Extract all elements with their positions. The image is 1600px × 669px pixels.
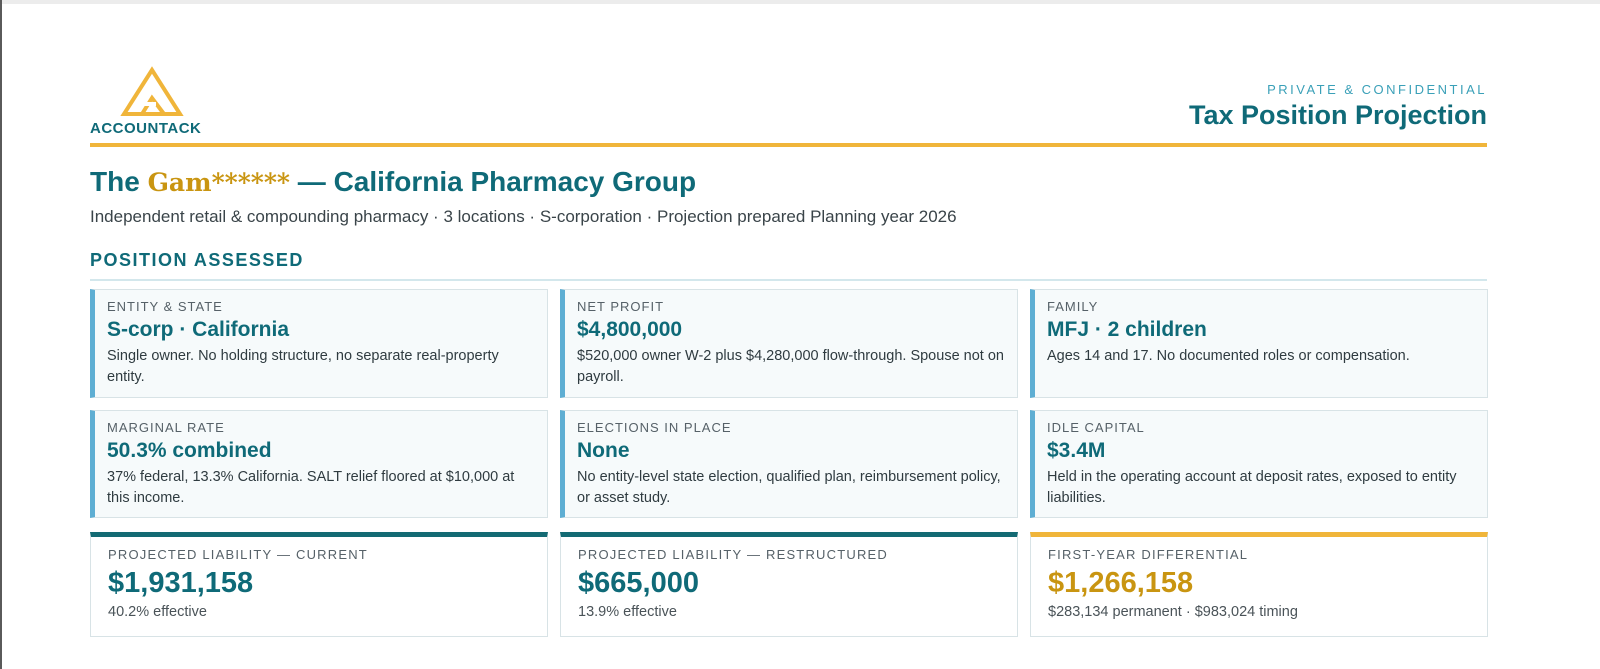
card-value: 50.3% combined (107, 439, 272, 462)
projection-value: $1,931,158 (108, 567, 254, 599)
projection-restructured: PROJECTED LIABILITY — RESTRUCTURED $665,… (560, 532, 1018, 637)
window-top-edge (0, 0, 1600, 4)
card-label: IDLE CAPITAL (1047, 420, 1145, 435)
client-name-redacted: Gam****** (147, 168, 291, 197)
projection-detail: $283,134 permanent · $983,024 timing (1048, 604, 1298, 620)
card-description: Held in the operating account at deposit… (1047, 469, 1457, 506)
card-family: FAMILY MFJ · 2 children Ages 14 and 17. … (1030, 289, 1488, 398)
projection-value: $1,266,158 (1048, 567, 1194, 599)
card-value: $4,800,000 (577, 318, 683, 341)
card-label: FAMILY (1047, 299, 1099, 314)
logo-mark-icon (120, 66, 184, 116)
window-left-edge (0, 0, 2, 669)
section-heading: POSITION ASSESSED (90, 250, 304, 270)
card-elections: ELECTIONS IN PLACE None No entity-level … (560, 410, 1018, 518)
card-net-profit: NET PROFIT $4,800,000 $520,000 owner W-2… (560, 289, 1018, 398)
card-label: ENTITY & STATE (107, 299, 223, 314)
client-subtitle: Independent retail & compounding pharmac… (90, 207, 957, 226)
card-label: MARGINAL RATE (107, 420, 225, 435)
card-value: None (577, 439, 630, 462)
projection-detail: 40.2% effective (108, 604, 207, 620)
confidential-label: PRIVATE & CONFIDENTIAL (1267, 82, 1487, 97)
client-title-prefix: The (90, 166, 140, 197)
client-title: The Gam****** — California Pharmacy Grou… (90, 166, 696, 198)
client-title-suffix: — California Pharmacy Group (297, 166, 697, 197)
card-idle-capital: IDLE CAPITAL $3.4M Held in the operating… (1030, 410, 1488, 518)
document-title: Tax Position Projection (1188, 100, 1487, 130)
card-value: S-corp · California (107, 318, 290, 341)
card-entity-state: ENTITY & STATE S-corp · California Singl… (90, 289, 548, 398)
projection-differential: FIRST-YEAR DIFFERENTIAL $1,266,158 $283,… (1030, 532, 1488, 637)
header-divider (90, 143, 1487, 147)
card-description: No entity-level state election, qualifie… (577, 469, 1001, 506)
logo-wordmark: ACCOUNTACK (90, 120, 202, 137)
card-value: MFJ · 2 children (1047, 318, 1207, 341)
card-label: NET PROFIT (577, 299, 665, 314)
projection-detail: 13.9% effective (578, 604, 677, 620)
card-description: Single owner. No holding structure, no s… (107, 348, 499, 385)
card-description: $520,000 owner W-2 plus $4,280,000 flow-… (577, 348, 1004, 385)
card-label: ELECTIONS IN PLACE (577, 420, 732, 435)
card-description: 37% federal, 13.3% California. SALT reli… (107, 469, 515, 506)
card-description: Ages 14 and 17. No documented roles or c… (1047, 348, 1410, 364)
projection-label: FIRST-YEAR DIFFERENTIAL (1048, 547, 1249, 562)
accountack-logo: ACCOUNTACK (90, 66, 230, 146)
section-divider (90, 279, 1487, 281)
card-value: $3.4M (1047, 439, 1106, 462)
projection-label: PROJECTED LIABILITY — RESTRUCTURED (578, 547, 888, 562)
report-header: ACCOUNTACK PRIVATE & CONFIDENTIAL Tax Po… (90, 66, 1487, 148)
projection-label: PROJECTED LIABILITY — CURRENT (108, 547, 368, 562)
card-marginal-rate: MARGINAL RATE 50.3% combined 37% federal… (90, 410, 548, 518)
projection-current: PROJECTED LIABILITY — CURRENT $1,931,158… (90, 532, 548, 637)
projection-value: $665,000 (578, 567, 699, 599)
